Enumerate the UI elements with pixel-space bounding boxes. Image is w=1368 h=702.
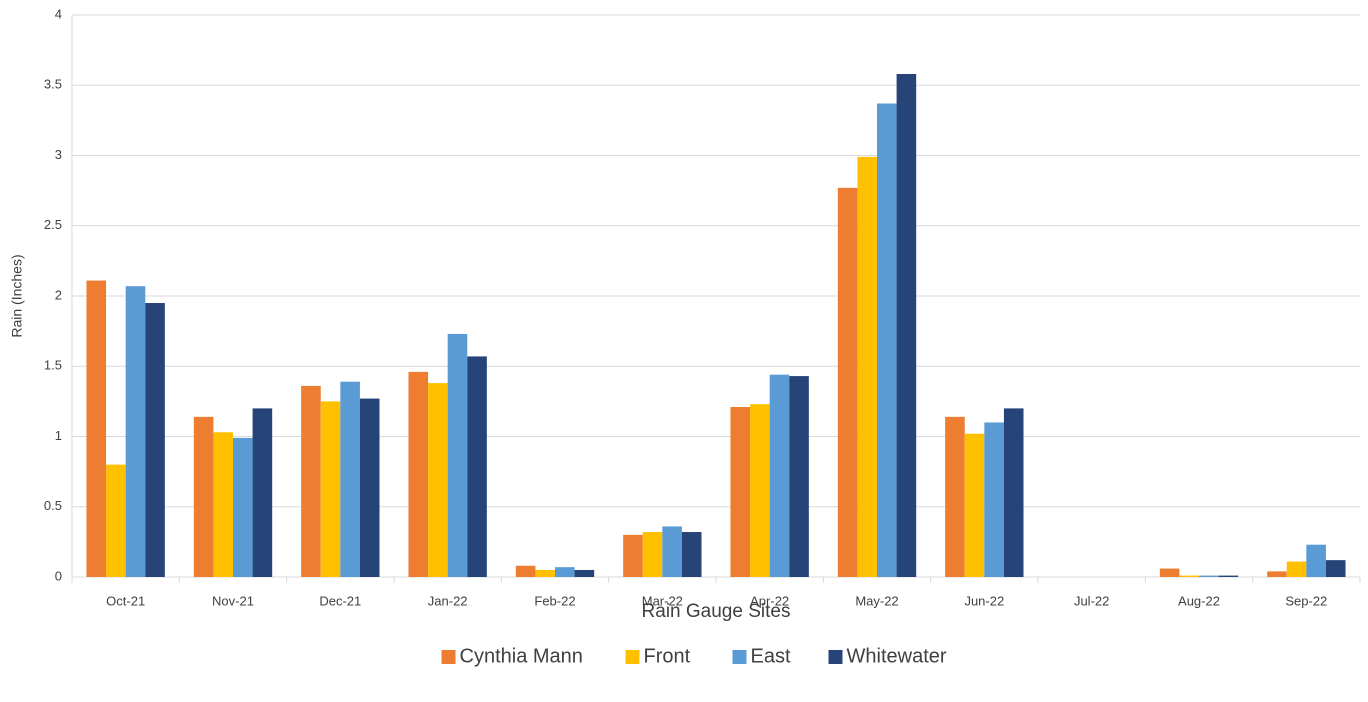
legend-swatch [625, 650, 640, 664]
legend-swatch [828, 650, 843, 664]
bar [428, 383, 448, 577]
bar [984, 422, 1004, 577]
bar [1267, 571, 1287, 577]
x-tick-label: Feb-22 [534, 593, 575, 608]
bar [535, 569, 555, 577]
bar [623, 534, 643, 577]
y-tick-label: 0 [55, 568, 62, 583]
y-tick-label: 2.5 [44, 217, 62, 232]
bar [467, 356, 487, 577]
legend-swatch [732, 650, 747, 664]
x-tick-label: Aug-22 [1178, 593, 1220, 608]
bar [213, 432, 233, 577]
bar [662, 526, 682, 577]
bar [964, 433, 985, 577]
bar [1325, 560, 1346, 577]
bar [340, 381, 360, 577]
legend-label: Whitewater [847, 645, 947, 667]
y-tick-label: 3.5 [44, 77, 62, 92]
bar [447, 333, 468, 577]
bar [1306, 544, 1326, 577]
legend-label: East [751, 645, 791, 667]
y-tick-label: 4 [55, 6, 62, 21]
bar [252, 408, 273, 577]
bar [837, 187, 858, 577]
bar [681, 532, 702, 577]
x-tick-label: Jul-22 [1074, 593, 1109, 608]
y-axis-title: Rain (Inches) [9, 254, 25, 337]
legend-swatch [441, 650, 456, 664]
x-tick-label: Jun-22 [964, 593, 1004, 608]
bar [555, 567, 575, 577]
bar [1218, 575, 1239, 577]
y-tick-label: 0.5 [44, 498, 62, 513]
x-tick-label: Sep-22 [1285, 593, 1327, 608]
bar [896, 74, 917, 577]
x-tick-label: Jan-22 [428, 593, 468, 608]
bar [125, 286, 146, 577]
bar [233, 437, 253, 577]
bar [86, 280, 107, 577]
y-tick-label: 3 [55, 147, 62, 162]
x-tick-label: May-22 [855, 593, 898, 608]
bar [1199, 575, 1219, 577]
bar [145, 303, 165, 577]
bar [730, 406, 751, 577]
bar [359, 398, 380, 577]
bar [857, 156, 877, 577]
legend-label: Front [644, 645, 691, 667]
bar [877, 103, 897, 577]
x-tick-label: Mar-22 [642, 593, 683, 608]
x-tick-label: Dec-21 [319, 593, 361, 608]
bar [769, 374, 790, 577]
y-tick-label: 2 [55, 287, 62, 302]
bar [642, 532, 663, 577]
bar [1003, 408, 1024, 577]
y-tick-label: 1.5 [44, 358, 62, 373]
legend-label: Cynthia Mann [460, 645, 583, 667]
x-axis-title: Rain Gauge Sites [642, 601, 791, 622]
bar [320, 401, 341, 577]
x-tick-label: Nov-21 [212, 593, 254, 608]
bar [750, 404, 770, 577]
bar [1179, 575, 1199, 577]
bar [1159, 568, 1180, 577]
bar [193, 416, 214, 577]
y-tick-label: 1 [55, 428, 62, 443]
bar [106, 464, 126, 577]
bar [789, 376, 809, 577]
x-tick-label: Oct-21 [106, 593, 145, 608]
bar [515, 565, 536, 577]
bar [1286, 561, 1307, 577]
x-tick-label: Apr-22 [750, 593, 789, 608]
bar [408, 371, 429, 577]
bar [301, 385, 321, 577]
bar [945, 416, 965, 577]
bar [574, 569, 595, 577]
